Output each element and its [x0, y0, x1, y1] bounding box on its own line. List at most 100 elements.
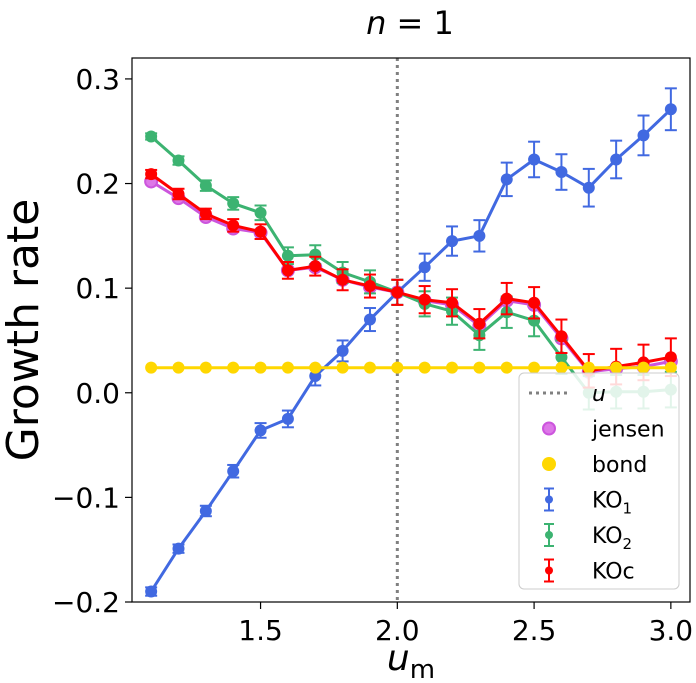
legend-swatch — [542, 421, 556, 436]
legend-item-u: u — [529, 382, 606, 407]
data-point — [172, 361, 185, 374]
data-point — [473, 229, 486, 242]
data-point — [528, 296, 541, 309]
data-point — [446, 361, 459, 374]
data-point — [227, 197, 240, 210]
data-point — [363, 361, 376, 374]
x-tick-label: 2.5 — [512, 614, 557, 647]
data-point — [172, 154, 185, 167]
axes-layer: −0.2 −0.1 0.0 0.1 0.2 0.3 1.5 2.0 2.5 3.0 Growth r… — [0, 57, 694, 683]
data-point — [473, 317, 486, 330]
y-tick-label: −0.1 — [52, 481, 120, 514]
data-point — [664, 351, 677, 364]
data-point — [199, 361, 212, 374]
legend-label: KOc — [592, 560, 635, 585]
x-tick-label: 3.0 — [649, 614, 694, 647]
data-point — [446, 296, 459, 309]
data-point — [418, 361, 431, 374]
data-point — [500, 361, 513, 374]
y-tick-label: 0.0 — [75, 377, 120, 410]
data-point — [254, 361, 267, 374]
x-tick-label: 2.0 — [375, 614, 420, 647]
data-point — [363, 313, 376, 326]
y-tick-label: 0.2 — [75, 168, 120, 201]
y-tick-label: 0.1 — [75, 272, 120, 305]
data-point — [637, 361, 650, 374]
data-point — [172, 542, 185, 555]
y-tick-label: 0.3 — [75, 63, 120, 96]
legend-box — [518, 372, 680, 590]
data-point — [227, 219, 240, 232]
legend-label: jensen — [591, 418, 665, 443]
data-point — [227, 361, 240, 374]
data-point — [528, 153, 541, 166]
data-point — [281, 412, 294, 425]
data-point — [500, 173, 513, 186]
data-point — [145, 361, 158, 374]
data-point — [391, 361, 404, 374]
legend-label: bond — [592, 453, 647, 478]
data-point — [610, 153, 623, 166]
legend-item-bond: bond — [542, 453, 647, 478]
data-point — [473, 361, 486, 374]
legend-swatch — [542, 457, 556, 471]
data-point — [281, 264, 294, 277]
y-axis-title: Growth rate — [0, 199, 49, 462]
data-point — [555, 361, 568, 374]
data-point — [418, 261, 431, 274]
series-bond — [145, 361, 677, 374]
legend-swatch — [545, 531, 553, 539]
legend-item-ko2: KO2 — [544, 523, 632, 553]
chart-title: n = 1 — [366, 4, 454, 42]
legend-item-koc: KOc — [544, 558, 635, 585]
x-axis-title: um — [387, 638, 435, 683]
data-point — [172, 188, 185, 200]
data-point — [418, 293, 431, 306]
data-point — [199, 179, 212, 192]
data-point — [664, 361, 677, 374]
data-point — [500, 292, 513, 305]
data-point — [227, 465, 240, 478]
data-point — [281, 249, 294, 262]
data-point — [254, 424, 267, 437]
data-point — [446, 235, 459, 248]
data-point — [664, 103, 677, 116]
legend-swatch — [545, 566, 553, 575]
legend: u jensen bond KO1 KO2 KOc — [518, 372, 680, 590]
data-point — [254, 225, 267, 238]
legend-label: KO1 — [592, 489, 632, 518]
data-point — [199, 504, 212, 517]
data-point — [309, 361, 322, 374]
legend-item-jensen: jensen — [542, 418, 665, 443]
x-tick-label: 1.5 — [238, 614, 283, 647]
data-point — [199, 207, 212, 220]
data-point — [336, 273, 349, 286]
data-point — [145, 585, 158, 598]
data-point — [336, 361, 349, 374]
data-point — [145, 130, 158, 143]
data-point — [336, 344, 349, 357]
title-layer: n = 1 — [366, 4, 454, 42]
legend-label: KO2 — [592, 524, 632, 553]
data-point — [555, 351, 568, 364]
data-point — [555, 166, 568, 179]
data-point — [254, 206, 267, 219]
series-layer — [144, 87, 678, 598]
data-point — [145, 168, 158, 181]
y-tick-label: −0.2 — [52, 586, 120, 619]
data-point — [281, 361, 294, 374]
data-point — [582, 361, 595, 374]
data-point — [582, 181, 595, 194]
data-point — [610, 361, 623, 374]
plot-frame — [131, 57, 691, 603]
data-point — [363, 280, 376, 293]
data-point — [309, 260, 322, 273]
data-point — [637, 129, 650, 142]
data-point — [555, 330, 568, 343]
legend-item-ko1: KO1 — [544, 487, 632, 518]
data-point — [309, 370, 322, 383]
legend-swatch — [545, 495, 553, 504]
series-koc — [145, 168, 677, 389]
data-point — [391, 286, 404, 299]
